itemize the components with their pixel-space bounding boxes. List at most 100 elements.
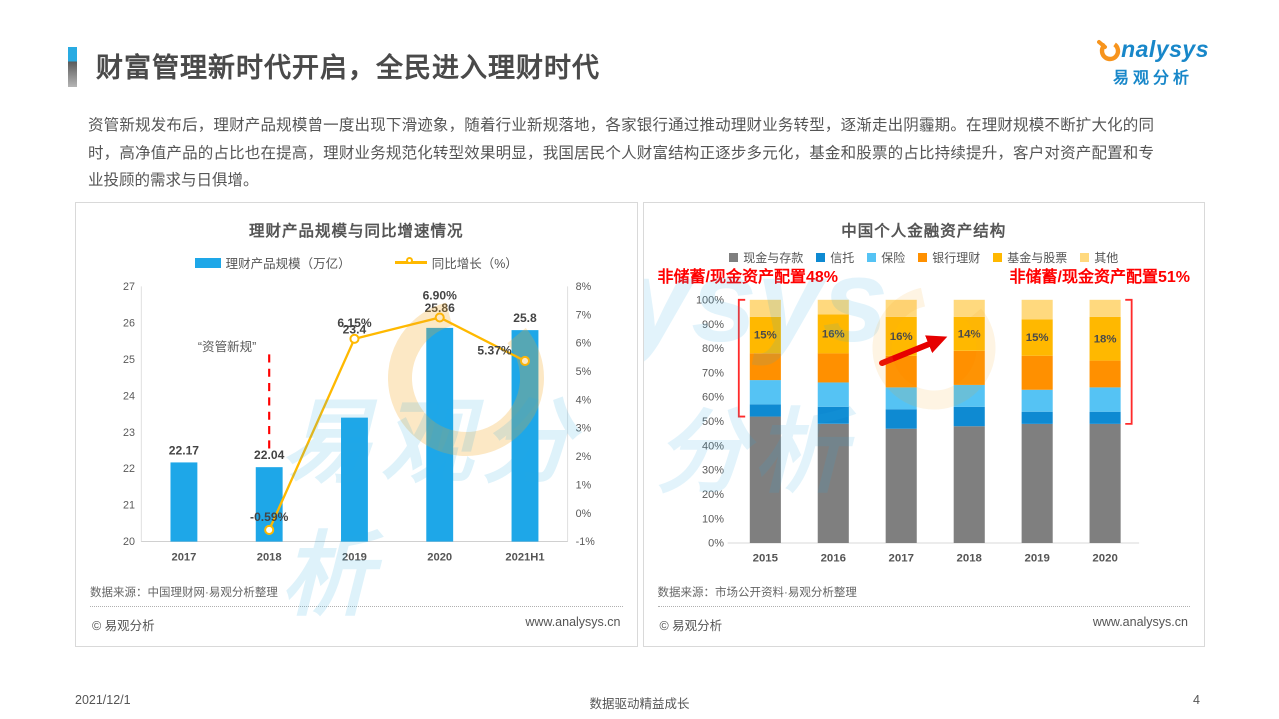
line-point bbox=[434, 312, 445, 323]
right-chart-card: 中国个人金融资产结构 现金与存款 信托 保险 银行理财 基金与股票 其他 非储蓄/现金资产… bbox=[642, 202, 1205, 647]
svg-text:20: 20 bbox=[123, 536, 135, 548]
bar-value-label: 23.4 bbox=[343, 322, 367, 336]
segment-其他-2017 bbox=[885, 299, 917, 317]
segment-基金与股票-2016 bbox=[817, 314, 849, 353]
legend-label: 保险 bbox=[881, 251, 906, 265]
segment-银行理财-2015 bbox=[749, 352, 781, 380]
legend-label: 同比增长（%） bbox=[431, 257, 518, 271]
bar-2020 bbox=[426, 327, 454, 542]
right-data-source: 数据来源：市场公开资料·易观分析整理 bbox=[657, 587, 857, 599]
segment-信托-2016 bbox=[817, 406, 849, 424]
legend-item-银行理财: 银行理财 bbox=[918, 249, 980, 266]
title-accent-bar bbox=[68, 47, 77, 87]
asset-structure-chart: 0% 10% 20% 30% 40% 50% 60% 70% 80% 90% 100% 2015 201… bbox=[695, 294, 1139, 564]
svg-text:20%: 20% bbox=[702, 489, 724, 501]
segment-信托-2017 bbox=[885, 408, 917, 429]
legend-label: 信托 bbox=[830, 251, 855, 265]
segment-保险-2018 bbox=[953, 384, 985, 407]
segment-其他-2019 bbox=[1021, 299, 1053, 319]
legend-swatch bbox=[1080, 253, 1090, 262]
left-card-footer: © 易观分析 www.analysys.cn bbox=[90, 607, 623, 640]
segment-现金与存款-2017 bbox=[885, 428, 917, 543]
bar-value-label: 22.17 bbox=[169, 443, 200, 457]
x-label-2017: 2017 bbox=[888, 552, 913, 564]
svg-text:6%: 6% bbox=[576, 338, 592, 350]
bar-value-label: 22.04 bbox=[254, 448, 285, 462]
svg-text:70%: 70% bbox=[702, 367, 724, 379]
bar-value-label: 25.8 bbox=[513, 311, 537, 325]
annotation-left: 非储蓄/现金资产配置48% bbox=[657, 269, 838, 286]
segment-基金与股票-2019 bbox=[1021, 318, 1053, 356]
segment-label: 16% bbox=[889, 331, 912, 343]
svg-text:4%: 4% bbox=[576, 394, 592, 406]
svg-text:27: 27 bbox=[123, 281, 135, 293]
x-label-2021H1: 2021H1 bbox=[505, 551, 544, 563]
svg-text:30%: 30% bbox=[702, 464, 724, 476]
legend-item-bar-series: 理财产品规模（万亿） bbox=[194, 253, 351, 272]
left-chart-title: 理财产品规模与同比增速情况 bbox=[248, 223, 464, 240]
segment-信托-2019 bbox=[1021, 411, 1053, 424]
x-label-2019: 2019 bbox=[1024, 552, 1049, 564]
policy-annotation: “资管新规” bbox=[198, 339, 256, 354]
segment-现金与存款-2015 bbox=[749, 416, 781, 543]
segment-信托-2018 bbox=[953, 406, 985, 426]
line-value-label: 6.15% bbox=[337, 316, 372, 330]
svg-text:100%: 100% bbox=[695, 294, 723, 306]
segment-其他-2018 bbox=[953, 299, 985, 317]
svg-text:2%: 2% bbox=[576, 451, 592, 463]
x-label-2019: 2019 bbox=[342, 551, 367, 563]
charts-row: 理财产品规模与同比增速情况 理财产品规模（万亿） 同比增长（%） 20 21 22 2… bbox=[75, 202, 1205, 647]
growth-line bbox=[268, 316, 526, 531]
red-bracket-2015 bbox=[737, 298, 745, 418]
legend-label: 其他 bbox=[1094, 251, 1119, 265]
right-chart-area: 0% 10% 20% 30% 40% 50% 60% 70% 80% 90% 100% 2015 201… bbox=[658, 287, 1191, 581]
segment-label: 16% bbox=[821, 328, 844, 340]
website-link[interactable]: www.analysys.cn bbox=[525, 615, 621, 629]
svg-text:5%: 5% bbox=[576, 366, 592, 378]
annotation-right: 非储蓄/现金资产配置51% bbox=[1009, 269, 1190, 286]
website-link[interactable]: www.analysys.cn bbox=[1092, 615, 1188, 629]
legend-label: 基金与股票 bbox=[1007, 251, 1068, 265]
svg-text:25: 25 bbox=[123, 354, 135, 366]
footer-slogan: 数据驱动精益成长 bbox=[589, 697, 690, 711]
legend-label: 理财产品规模（万亿） bbox=[225, 257, 351, 271]
svg-text:-1%: -1% bbox=[576, 536, 596, 548]
segment-基金与股票-2020 bbox=[1089, 316, 1121, 361]
segment-保险-2019 bbox=[1021, 389, 1053, 412]
copyright-text: © 易观分析 bbox=[659, 619, 723, 633]
red-annotations-row: 非储蓄/现金资产配置48% 非储蓄/现金资产配置51% bbox=[658, 269, 1191, 287]
segment-其他-2015 bbox=[749, 299, 781, 317]
x-label-2016: 2016 bbox=[820, 552, 845, 564]
line-marker-dot bbox=[405, 257, 413, 264]
svg-text:0%: 0% bbox=[576, 508, 592, 520]
analysys-logo: nalysys 易观分析 bbox=[1097, 36, 1209, 88]
legend-swatch bbox=[918, 253, 928, 262]
segment-label: 15% bbox=[753, 329, 776, 341]
svg-text:0%: 0% bbox=[708, 537, 724, 549]
segment-基金与股票-2018 bbox=[953, 316, 985, 351]
segment-银行理财-2018 bbox=[953, 350, 985, 385]
line-value-label: -0.59% bbox=[250, 510, 289, 524]
svg-text:8%: 8% bbox=[576, 281, 592, 293]
legend-item-其他: 其他 bbox=[1080, 249, 1118, 266]
segment-label: 14% bbox=[957, 328, 980, 340]
segment-银行理财-2020 bbox=[1089, 360, 1121, 387]
svg-text:1%: 1% bbox=[576, 479, 592, 491]
segment-现金与存款-2020 bbox=[1089, 423, 1121, 543]
x-label-2017: 2017 bbox=[171, 551, 196, 563]
svg-text:22: 22 bbox=[123, 463, 135, 475]
left-chart-area: 20 21 22 23 24 25 26 27 -1% 0% 1% 2% 3% 4% 5% 6% 7% 8% 201… bbox=[90, 272, 623, 581]
segment-信托-2020 bbox=[1089, 411, 1121, 424]
logo-brand-cn: 易观分析 bbox=[1113, 70, 1194, 87]
svg-text:26: 26 bbox=[123, 317, 135, 329]
logo-brand-text: nalysys bbox=[1121, 36, 1209, 62]
svg-text:10%: 10% bbox=[702, 513, 724, 525]
x-label-2018: 2018 bbox=[257, 551, 282, 563]
dotted-divider bbox=[657, 606, 1190, 607]
svg-text:21: 21 bbox=[123, 500, 135, 512]
line-point bbox=[349, 333, 360, 344]
legend-swatch bbox=[867, 253, 877, 262]
legend-swatch bbox=[816, 253, 826, 262]
copyright-text: © 易观分析 bbox=[92, 619, 155, 633]
legend-item-保险: 保险 bbox=[867, 249, 905, 266]
